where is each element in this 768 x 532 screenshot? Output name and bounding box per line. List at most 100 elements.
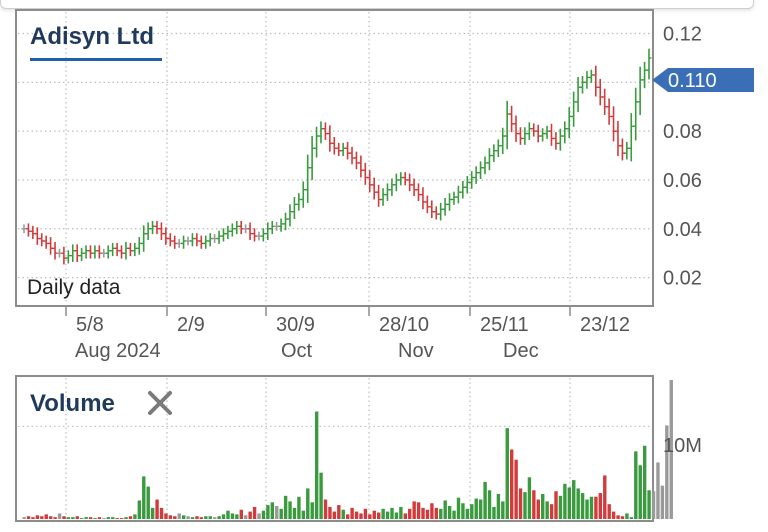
volume-bar (496, 493, 501, 519)
volume-bar (332, 511, 337, 519)
volume-bar (345, 514, 350, 519)
volume-bar (620, 516, 625, 519)
volume-bar (509, 449, 514, 519)
top-card-edge (0, 0, 754, 9)
volume-bar (523, 492, 527, 519)
volume-bar (173, 516, 177, 519)
volume-bar (244, 515, 248, 519)
close-icon[interactable] (148, 391, 172, 415)
x-tick-label: 23/12 (580, 314, 630, 336)
volume-bar (62, 516, 66, 519)
volume-bar (239, 509, 243, 519)
volume-bar (505, 428, 509, 519)
volume-bar (119, 518, 124, 519)
volume-bar (230, 513, 235, 519)
volume-bar (483, 481, 487, 519)
volume-bar (607, 504, 611, 519)
volume-bar (22, 517, 26, 519)
volume-bar (430, 503, 434, 519)
volume-bar (26, 516, 31, 519)
volume-bar (279, 508, 283, 519)
x-tick-label: 28/10 (379, 314, 429, 336)
price-bars (21, 48, 652, 265)
volume-bar (368, 514, 372, 519)
volume-bar (372, 510, 376, 519)
volume-bar (248, 511, 252, 519)
price-tick-label: 0.02 (663, 268, 702, 290)
volume-bar (665, 425, 669, 519)
volume-bar (394, 512, 399, 519)
volume-bar (319, 472, 323, 519)
volume-bar (31, 517, 35, 519)
volume-bar (124, 517, 128, 519)
chart-title: Adisyn Ltd (30, 23, 154, 50)
volume-bar (150, 507, 155, 519)
volume-bar (57, 513, 62, 519)
volume-bar (642, 445, 647, 519)
volume-bar (492, 506, 496, 519)
volume-bar (341, 509, 345, 519)
volume-bar (580, 493, 585, 519)
volume-bar (634, 451, 638, 519)
volume-bar (576, 488, 580, 519)
volume-bar (656, 462, 660, 519)
volume-bar (221, 514, 226, 519)
volume-bar (434, 507, 439, 519)
volume-bar (328, 506, 332, 519)
volume-bar (204, 516, 208, 519)
price-tick-label: 0.08 (663, 121, 702, 143)
volume-bar (35, 515, 40, 519)
volume-bar (461, 503, 465, 519)
x-month-label: Dec (503, 340, 539, 362)
price-y-axis: 0.020.040.060.080.100.12 (663, 24, 702, 290)
volume-bar (536, 499, 540, 519)
volume-bar (563, 483, 567, 519)
volume-bar (213, 517, 217, 519)
volume-bar (53, 517, 57, 519)
volume-bar (439, 508, 443, 519)
volume-bar (177, 513, 181, 519)
volume-bar (421, 507, 425, 519)
volume-bar (381, 508, 385, 519)
volume-bar (142, 476, 146, 519)
volume-bar (660, 485, 665, 519)
volume-bar (111, 517, 115, 519)
volume-bar (669, 380, 673, 519)
volume-bar (115, 518, 119, 519)
price-tick-label: 0.06 (663, 170, 702, 192)
x-tick-label: 30/9 (276, 314, 315, 336)
volume-bar (377, 512, 381, 519)
chart-title-underline (30, 58, 162, 61)
last-price-label: 0.110 (668, 70, 717, 92)
x-month-label: Aug 2024 (75, 340, 161, 362)
volume-bar (598, 493, 603, 519)
volume-bar (337, 505, 341, 519)
volume-bar (323, 499, 328, 519)
volume-bar (403, 513, 408, 519)
volume-bar (159, 507, 164, 519)
x-tick-label: 2/9 (177, 314, 205, 336)
volume-bar (532, 490, 536, 519)
x-month-label: Oct (281, 340, 313, 362)
volume-bar (470, 504, 474, 519)
last-price-badge (652, 68, 754, 92)
data-frequency-note: Daily data (27, 276, 121, 299)
volume-bar (297, 496, 301, 519)
volume-bar (541, 493, 545, 519)
volume-bar (226, 510, 230, 519)
volume-bar (292, 507, 297, 519)
volume-bar (102, 518, 106, 519)
volume-bar (478, 499, 483, 519)
volume-bar (155, 499, 159, 519)
volume-bar (527, 477, 532, 519)
volume-bar (616, 515, 620, 519)
x-month-label: Nov (398, 340, 434, 362)
volume-bar (314, 411, 319, 519)
volume-bar (217, 516, 221, 519)
volume-bar (128, 516, 133, 519)
volume-bar (647, 490, 651, 519)
volume-bar (181, 515, 186, 519)
volume-bar (585, 499, 589, 519)
